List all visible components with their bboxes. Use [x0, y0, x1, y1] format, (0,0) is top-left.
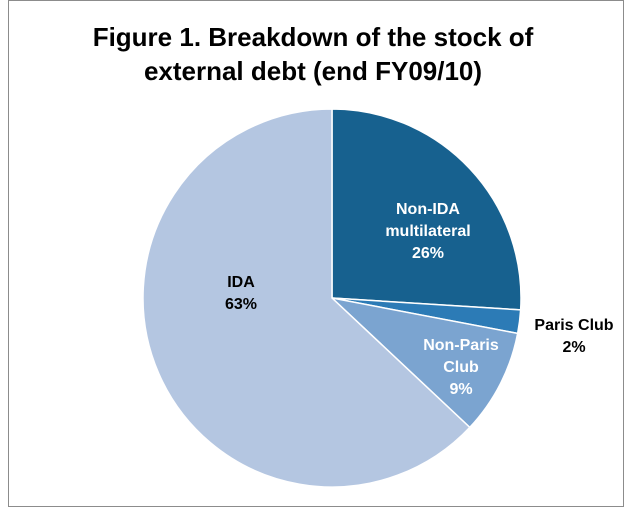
chart-frame: [8, 0, 624, 507]
slice-label: IDA 63%: [201, 272, 281, 316]
slice-label: Non-Paris Club 9%: [421, 335, 501, 401]
value-label: 26%: [411, 245, 445, 262]
category-label: Paris Club: [534, 317, 614, 334]
category-label: IDA: [227, 274, 255, 291]
value-label: 63%: [224, 296, 258, 313]
value-label: 9%: [449, 381, 473, 398]
category-label: Non-Paris Club: [423, 337, 499, 376]
pie-slice: [331, 108, 522, 311]
value-label: 2%: [562, 339, 586, 356]
category-label: Non-IDA multilateral: [385, 201, 471, 240]
chart-title: Figure 1. Breakdown of the stock of exte…: [92, 22, 534, 86]
slice-label: Non-IDA multilateral 26%: [368, 199, 488, 265]
pie-slice: [329, 296, 519, 429]
pie-slice: [142, 108, 471, 488]
slice-label: Paris Club 2%: [524, 315, 624, 359]
